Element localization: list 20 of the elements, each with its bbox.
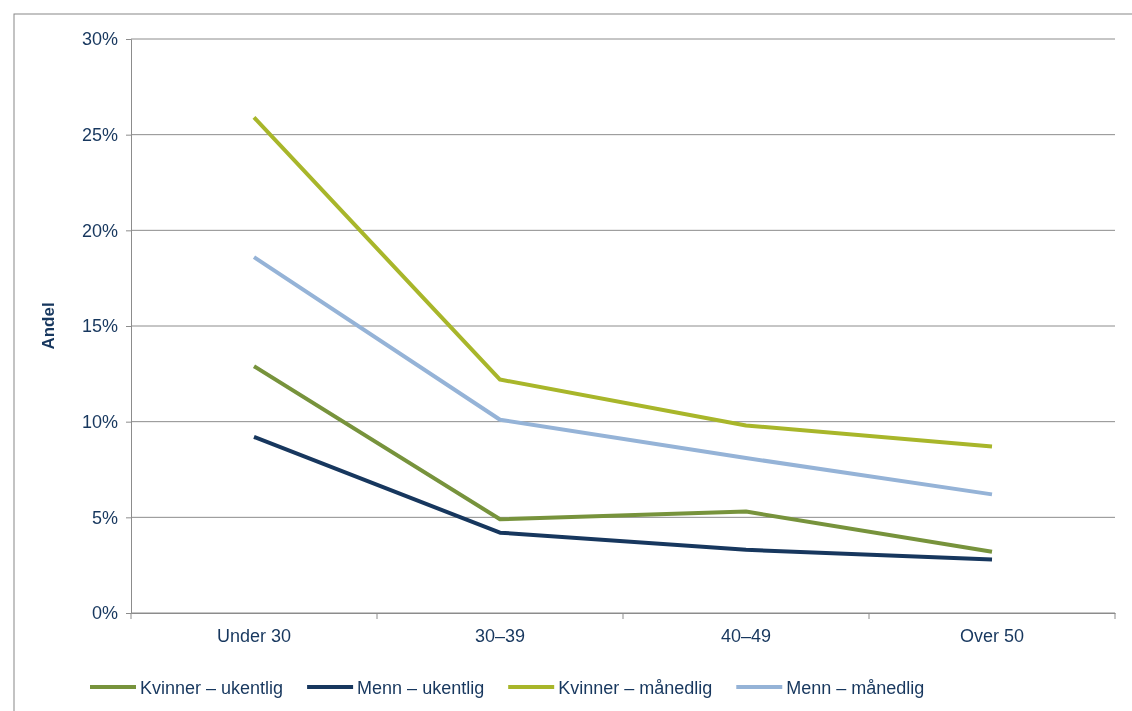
y-axis-title: Andel	[39, 302, 58, 350]
y-tick-label: 25%	[81, 124, 118, 145]
x-tick-label: Under 30	[216, 625, 292, 646]
line-series	[252, 364, 994, 554]
y-tick-label: 20%	[81, 220, 118, 241]
y-tick-label: 0%	[91, 603, 118, 624]
legend-label: Kvinner – månedlig	[558, 678, 713, 698]
legend-label: Menn – månedlig	[786, 678, 925, 698]
line-series	[252, 434, 994, 562]
legend-label: Menn – ukentlig	[357, 678, 485, 698]
x-tick-label: 40–49	[720, 625, 772, 646]
legend-label: Kvinner – ukentlig	[140, 678, 284, 698]
y-tick-label: 5%	[91, 507, 118, 528]
y-tick-label: 15%	[81, 316, 118, 337]
x-tick-label: Over 50	[959, 625, 1025, 646]
line-series	[252, 255, 994, 497]
x-tick-label: 30–39	[474, 625, 526, 646]
y-tick-label: 30%	[81, 29, 118, 50]
y-tick-label: 10%	[81, 411, 118, 432]
line-series	[252, 115, 994, 449]
